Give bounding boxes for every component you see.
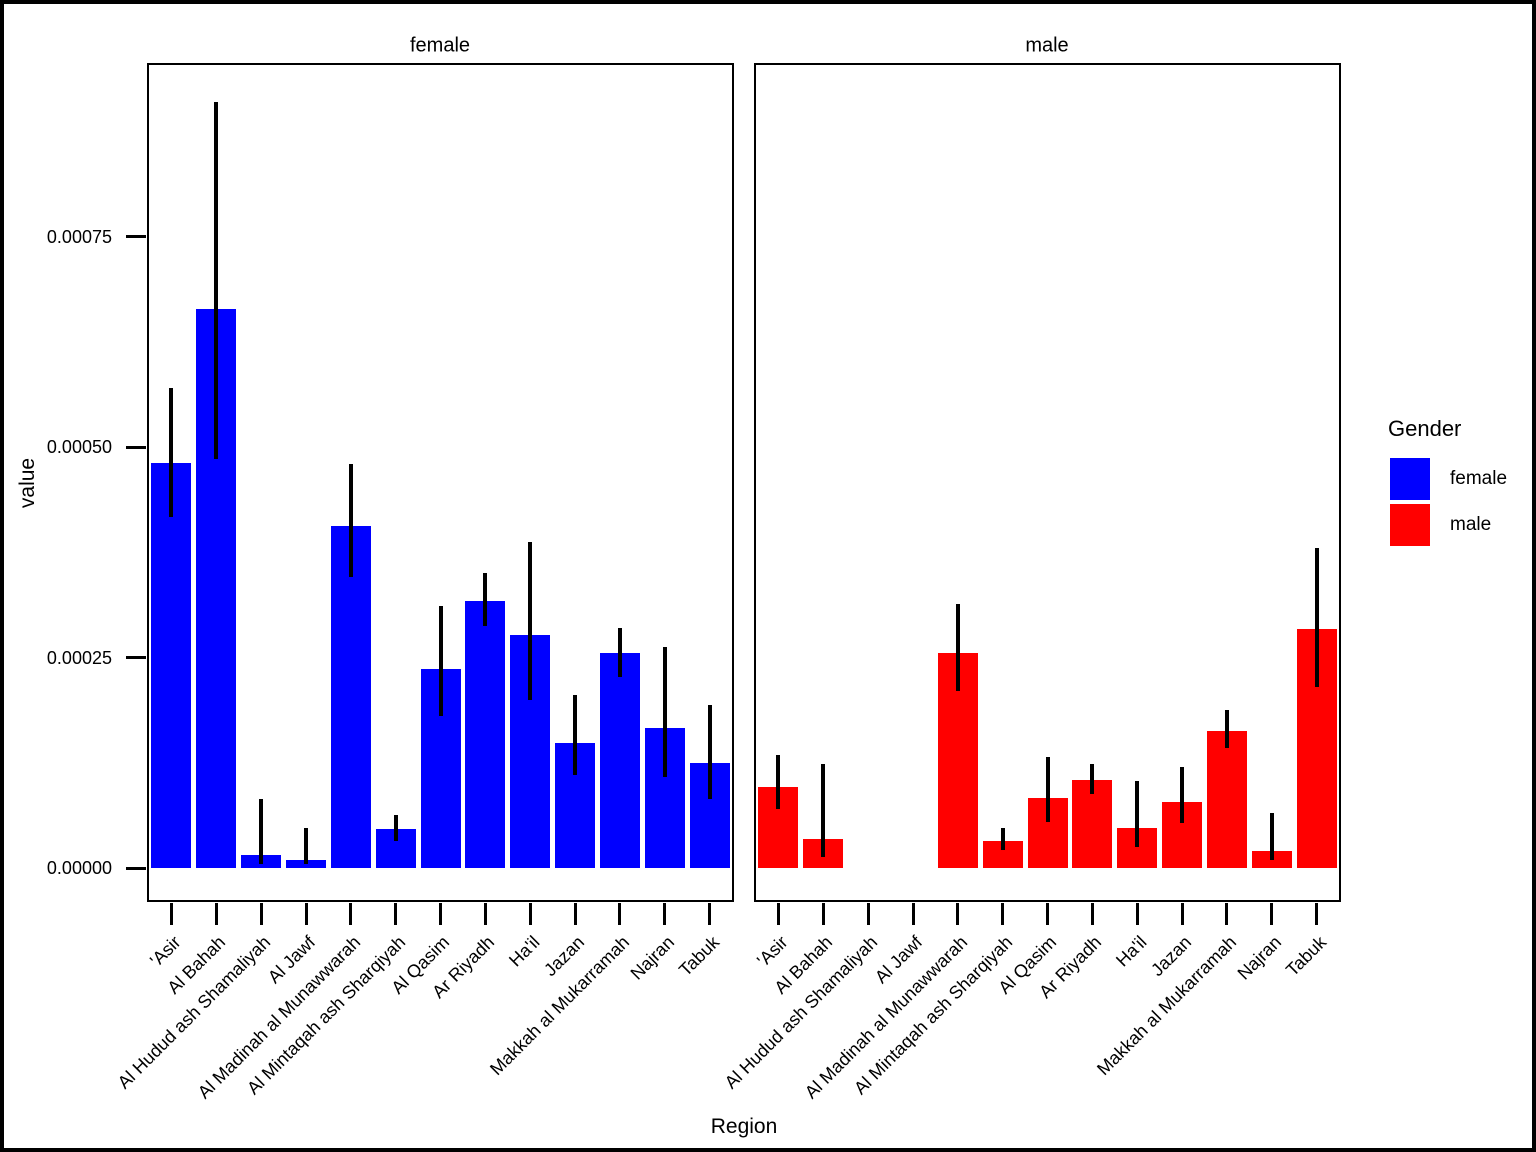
legend-swatch-female <box>1390 458 1430 500</box>
x-tick <box>821 903 825 925</box>
x-tick <box>663 903 667 925</box>
errorbar-male-al-mintaqah-ash-sharqiyah <box>1000 827 1005 851</box>
x-tick <box>1225 903 1229 925</box>
bar-female-al-jawf <box>286 859 326 868</box>
x-tick-label-ha-il: Ha'il <box>1111 932 1151 971</box>
bar-female-makkah-al-mukarramah <box>599 653 640 868</box>
errorbar-male-ar-riyadh <box>1090 763 1095 794</box>
panel-male <box>754 63 1341 902</box>
errorbar-male-al-bahah <box>821 763 826 857</box>
x-tick <box>214 903 218 925</box>
x-axis-title: Region <box>710 1115 778 1138</box>
bar-male-ar-riyadh <box>1072 779 1113 868</box>
errorbar-male-najran <box>1269 813 1274 861</box>
y-axis-title: value <box>16 457 39 509</box>
bar-female-asir <box>151 463 192 868</box>
y-tick <box>126 235 146 239</box>
x-tick-label-tabuk: Tabuk <box>1281 932 1330 981</box>
errorbar-female-jazan <box>573 694 577 775</box>
y-tick <box>126 445 146 449</box>
x-tick <box>394 903 398 925</box>
legend-label-female: female <box>1450 468 1508 489</box>
x-tick <box>1001 903 1005 925</box>
x-tick <box>708 903 712 925</box>
x-tick-label-najran: Najran <box>626 932 678 984</box>
x-tick <box>1315 903 1319 925</box>
y-tick <box>126 866 146 870</box>
y-tick-label: 0.00050 <box>46 437 112 458</box>
x-tick <box>776 903 780 925</box>
y-tick <box>126 656 146 660</box>
panel-female <box>147 63 734 902</box>
x-tick <box>439 903 442 925</box>
x-tick <box>1090 903 1094 925</box>
errorbar-female-asir <box>169 388 174 518</box>
x-tick-label-asir: 'Asir <box>753 932 792 971</box>
x-tick <box>1270 903 1274 925</box>
facet-title-male: male <box>1025 34 1069 57</box>
x-tick <box>304 903 308 925</box>
errorbar-male-ha-il <box>1135 780 1140 847</box>
x-tick <box>1135 903 1139 925</box>
x-tick <box>618 903 622 925</box>
x-tick <box>573 903 577 925</box>
errorbar-male-makkah-al-mukarramah <box>1224 709 1229 748</box>
x-tick <box>483 903 487 925</box>
errorbar-male-al-madinah-al-munawwarah <box>955 603 960 692</box>
x-tick <box>956 903 960 925</box>
errorbar-male-al-qasim <box>1045 756 1050 822</box>
y-tick-label: 0.00075 <box>46 226 112 247</box>
y-tick-label: 0.00025 <box>46 647 112 668</box>
x-tick <box>1046 903 1049 925</box>
errorbar-male-asir <box>776 755 781 810</box>
bar-female-ar-riyadh <box>465 601 506 868</box>
errorbar-female-al-jawf <box>304 827 308 864</box>
errorbar-female-al-hudud-ash-shamaliyah <box>259 799 264 864</box>
errorbar-female-tabuk <box>707 704 712 799</box>
legend-title: Gender <box>1388 416 1462 441</box>
x-tick-label-najran: Najran <box>1233 932 1285 984</box>
legend-swatch-male <box>1390 504 1430 546</box>
errorbar-female-makkah-al-mukarramah <box>617 628 622 677</box>
errorbar-male-jazan <box>1180 767 1184 823</box>
x-tick-label-tabuk: Tabuk <box>674 932 723 981</box>
errorbar-female-al-bahah <box>214 102 219 459</box>
errorbar-female-al-madinah-al-munawwarah <box>348 464 353 577</box>
facet-title-female: female <box>409 34 471 57</box>
errorbar-female-najran <box>662 646 667 778</box>
x-tick <box>349 903 353 925</box>
x-tick-label-ha-il: Ha'il <box>504 932 544 971</box>
y-tick-label: 0.00000 <box>46 858 112 878</box>
x-tick <box>1180 903 1184 925</box>
x-tick <box>528 903 532 925</box>
x-tick <box>911 903 915 925</box>
errorbar-female-al-qasim <box>438 606 443 716</box>
errorbar-female-ha-il <box>528 542 533 700</box>
legend-label-male: male <box>1450 514 1492 535</box>
bar-female-al-madinah-al-munawwarah <box>330 526 371 868</box>
errorbar-female-al-mintaqah-ash-sharqiyah <box>393 815 398 842</box>
x-tick <box>169 903 173 925</box>
x-tick <box>866 903 870 925</box>
errorbar-female-ar-riyadh <box>483 572 488 626</box>
x-tick <box>259 903 263 925</box>
errorbar-male-tabuk <box>1314 548 1319 688</box>
bar-male-makkah-al-mukarramah <box>1206 730 1247 868</box>
x-tick-label-asir: 'Asir <box>146 932 185 971</box>
